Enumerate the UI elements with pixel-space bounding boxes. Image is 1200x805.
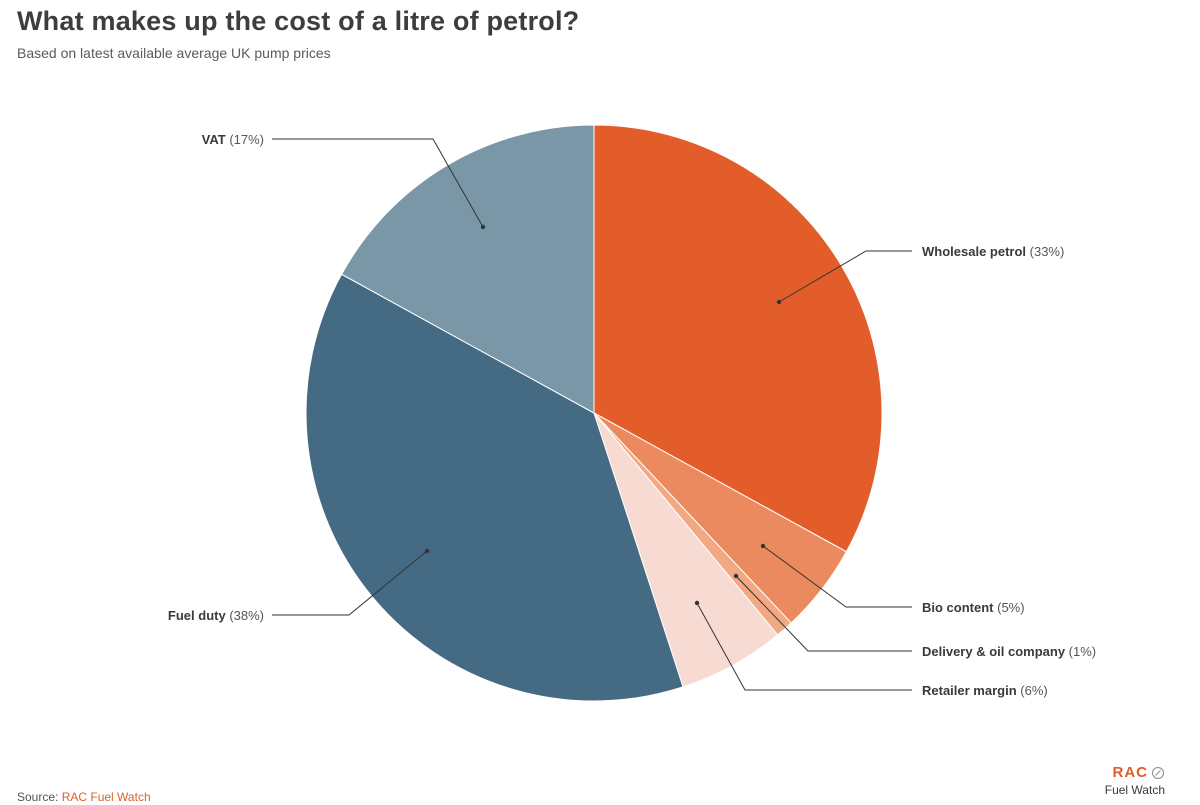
fuel-watch-label: Fuel Watch [1104,783,1165,797]
leader-line [778,250,912,303]
slice-label-fuel-duty: Fuel duty (38%) [168,548,430,623]
leader-line [272,138,484,228]
slice-label-bio-content: Bio content (5%) [760,543,1025,615]
leader-dot [694,600,700,606]
slice-name: Fuel duty [168,608,227,623]
fuel-pump-icon [1151,766,1165,779]
chart-title: What makes up the cost of a litre of pet… [17,6,580,36]
slice-label-retailer-margin: Retailer margin (6%) [694,600,1048,698]
leader-dot [776,299,782,305]
slice-label-delivery-and-oil-company: Delivery & oil company (1%) [733,573,1096,659]
slice-percent: (33%) [1026,244,1064,259]
slice-name: Wholesale petrol [922,244,1026,259]
slice-percent: (5%) [994,600,1025,615]
slice-name: Delivery & oil company [922,644,1066,659]
leader-line [696,602,912,691]
slice-label-text: Bio content (5%) [922,600,1025,615]
slice-percent: (1%) [1065,644,1096,659]
leader-line [272,550,428,616]
source-note: Source: RAC Fuel Watch [17,790,151,804]
slice-label-vat: VAT (17%) [202,132,486,230]
slice-percent: (17%) [226,132,264,147]
slice-label-wholesale-petrol: Wholesale petrol (33%) [776,244,1064,305]
leader-dot [424,548,430,554]
slice-label-text: Wholesale petrol (33%) [922,244,1064,259]
source-prefix: Source: [17,790,62,804]
rac-logo-text: RAC [1112,764,1148,781]
chart-subtitle: Based on latest available average UK pum… [17,45,331,61]
leader-dot [480,224,486,230]
leader-dot [733,573,739,579]
slice-percent: (6%) [1017,683,1048,698]
leader-dot [760,543,766,549]
slice-label-text: VAT (17%) [202,132,264,147]
rac-logo: RAC [1113,764,1166,781]
slice-name: VAT [202,132,226,147]
source-link[interactable]: RAC Fuel Watch [61,790,151,804]
rac-fuel-watch-logo: RAC Fuel Watch [1105,764,1165,797]
slice-percent: (38%) [226,608,264,623]
leader-line [762,545,912,608]
slice-label-text: Fuel duty (38%) [168,608,264,623]
slice-name: Retailer margin [922,683,1017,698]
pie-slice-wholesale-petrol [593,124,883,553]
slice-label-text: Delivery & oil company (1%) [922,644,1096,659]
slice-name: Bio content [922,600,994,615]
slice-label-text: Retailer margin (6%) [922,683,1048,698]
leader-line [735,575,912,652]
